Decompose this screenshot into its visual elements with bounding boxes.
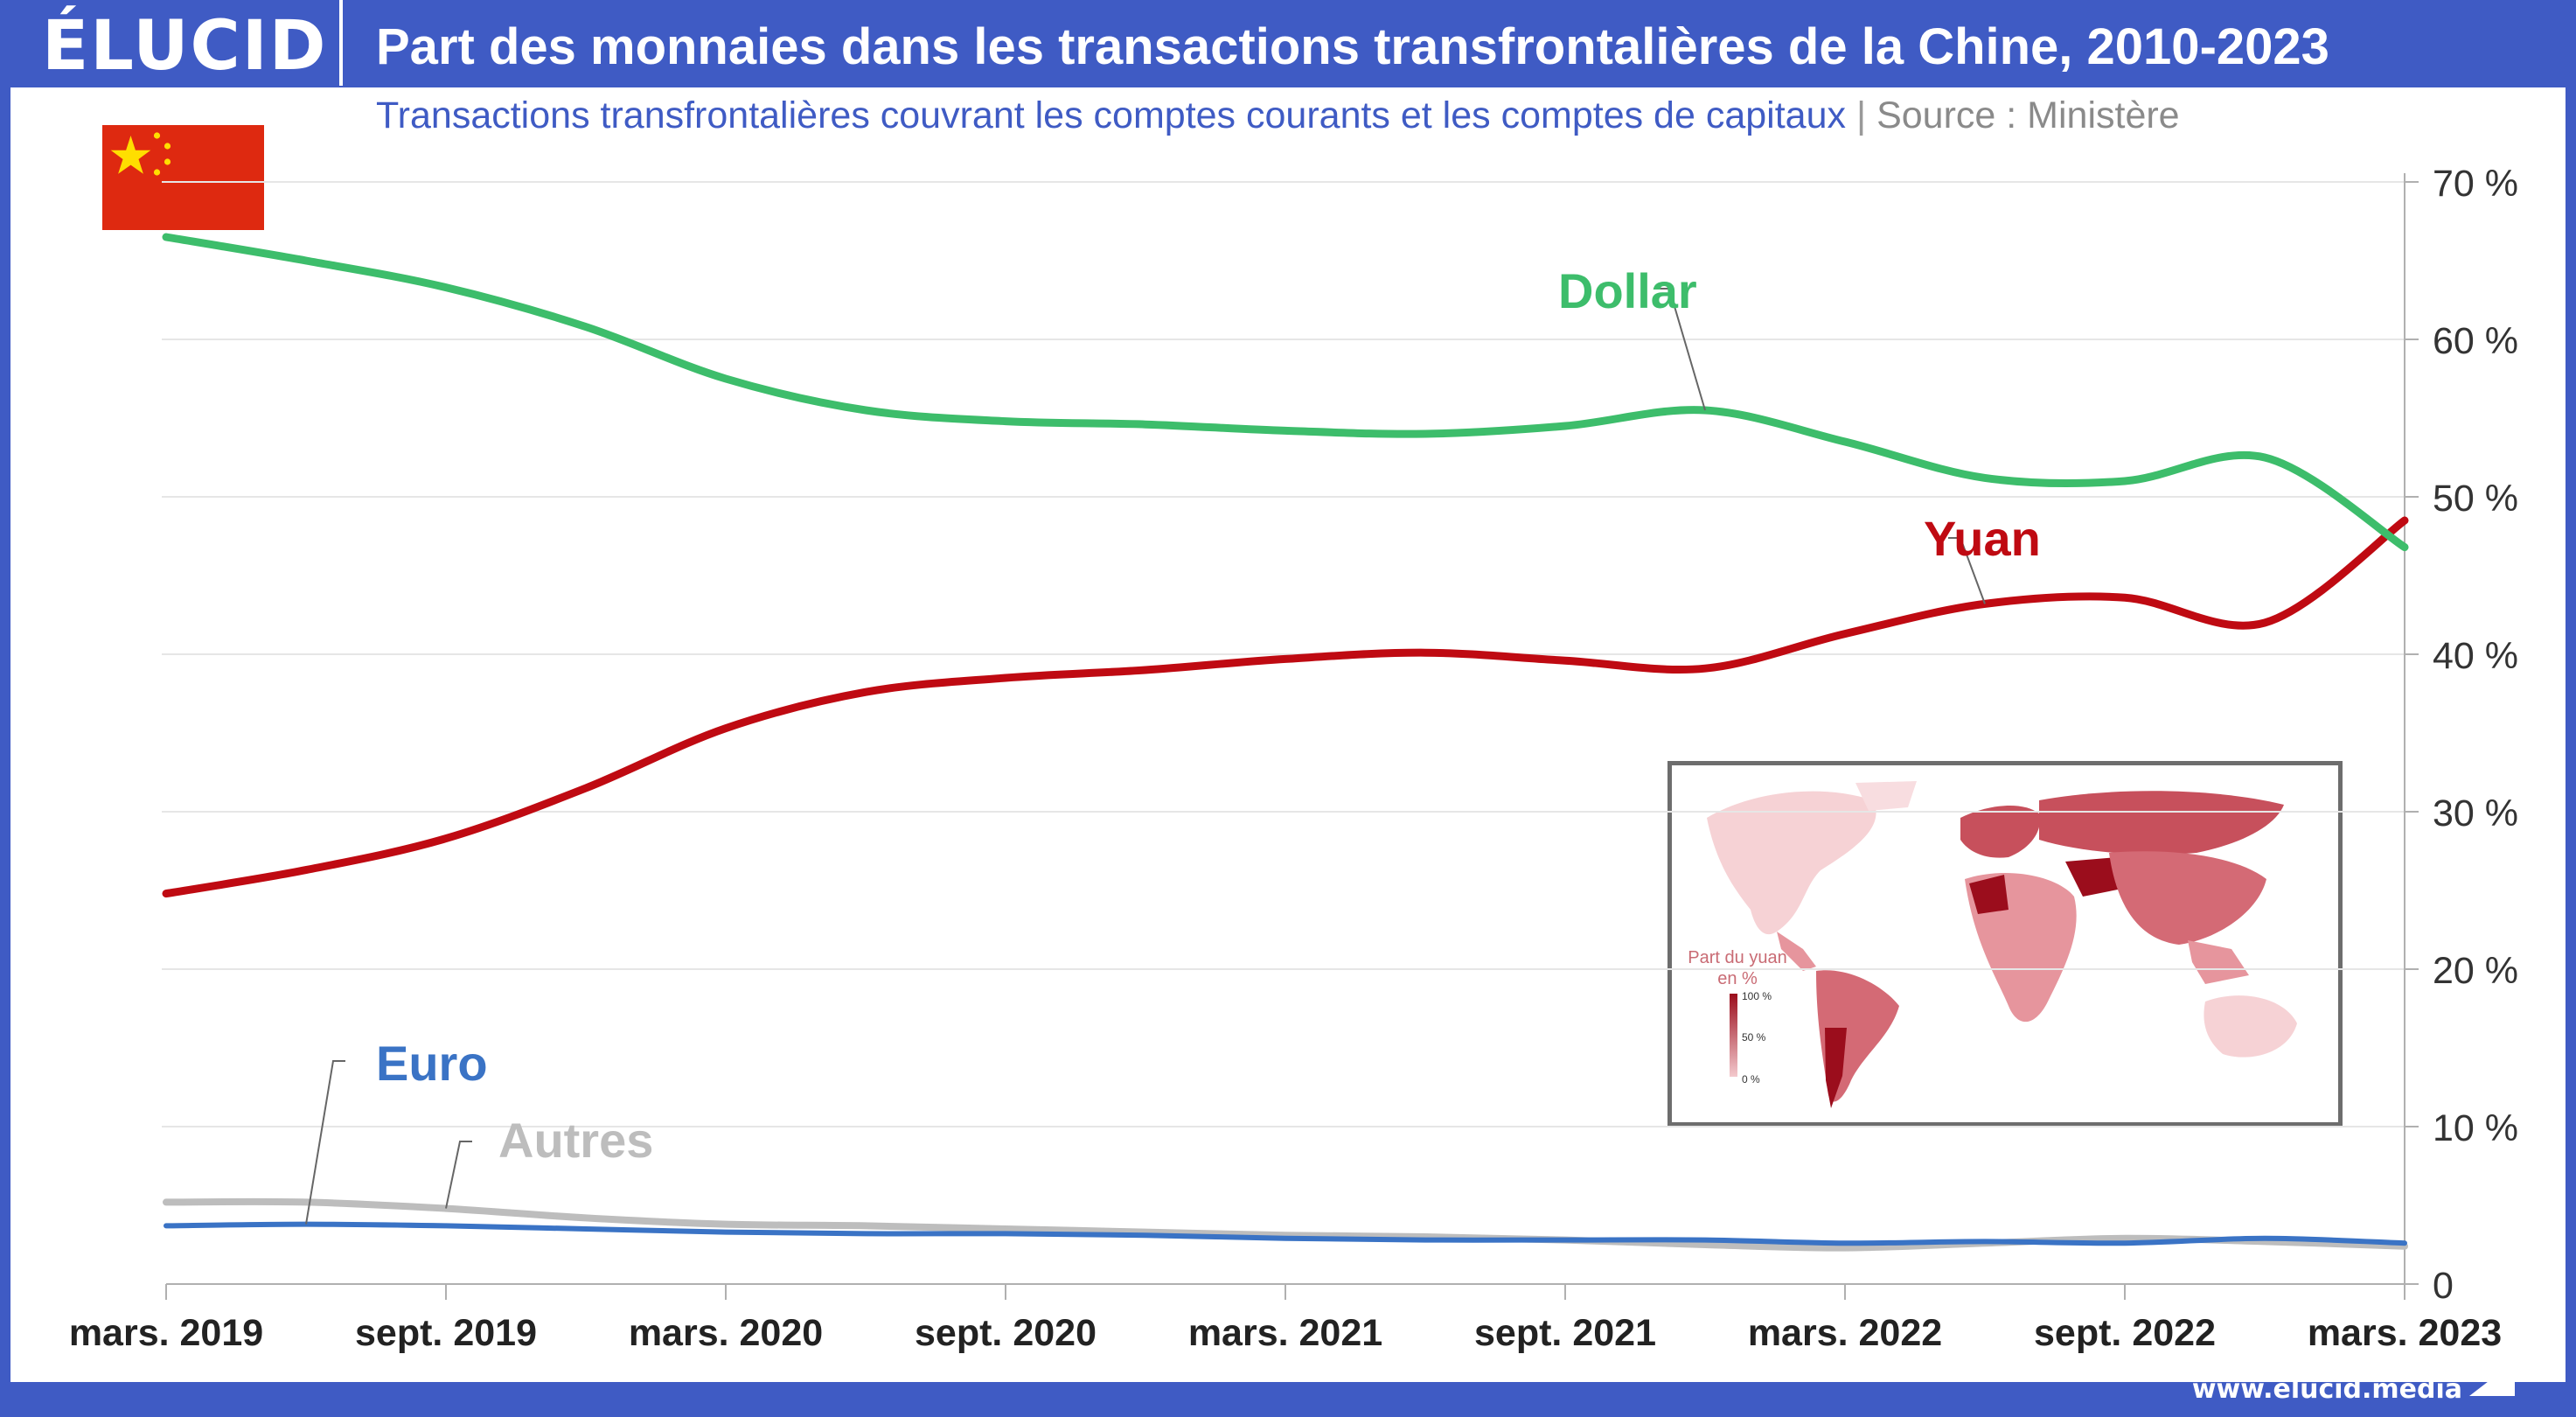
x-tick-label: mars. 2021 xyxy=(1188,1312,1382,1354)
x-tick-label: sept. 2020 xyxy=(915,1312,1097,1354)
x-tick-label: sept. 2022 xyxy=(2034,1312,2216,1354)
series-label-autres: Autres xyxy=(498,1113,653,1168)
world-map-icon xyxy=(1707,781,2297,1108)
source-separator: | xyxy=(1855,94,1867,136)
x-tick-label: mars. 2019 xyxy=(69,1312,263,1354)
website-url: www.elucid.media xyxy=(2191,1374,2462,1405)
world-map-inset xyxy=(1667,761,2343,1127)
x-tick-label: sept. 2019 xyxy=(355,1312,537,1354)
flag-small-star xyxy=(153,169,161,176)
map-argentina xyxy=(1825,1028,1847,1108)
y-tick-label: 20 % xyxy=(2433,950,2518,992)
x-tick-label: mars. 2023 xyxy=(2308,1312,2502,1354)
map-north-africa xyxy=(1969,875,2009,914)
flag-small-star xyxy=(153,132,161,139)
source-text: Source : Ministère xyxy=(1876,94,2180,136)
flag-small-star xyxy=(164,143,171,150)
elucid-logo: ÉLUCID xyxy=(42,7,328,86)
chart-title: Part des monnaies dans les transactions … xyxy=(376,18,2329,75)
x-tick-label: mars. 2020 xyxy=(629,1312,823,1354)
china-flag-icon xyxy=(102,125,264,230)
map-russia xyxy=(2039,791,2284,855)
logo-divider xyxy=(339,0,343,86)
y-tick-label: 0 xyxy=(2433,1265,2454,1307)
series-line-yuan xyxy=(162,516,2409,898)
y-tick-label: 30 % xyxy=(2433,792,2518,834)
x-tick-label: sept. 2021 xyxy=(1474,1312,1656,1354)
series-label-dollar: Dollar xyxy=(1558,263,1697,318)
map-north-america xyxy=(1707,791,1876,935)
y-tick-label: 70 % xyxy=(2433,163,2518,205)
flag-big-star xyxy=(110,136,151,174)
map-legend-gradient xyxy=(1730,994,1737,1077)
flag-small-star xyxy=(164,158,171,165)
series-line-dollar xyxy=(162,233,2409,552)
map-southeast-asia xyxy=(2188,940,2249,984)
series-label-euro: Euro xyxy=(376,1036,488,1091)
map-legend-title: Part du yuan en % xyxy=(1688,948,1787,988)
map-legend-tick-0: 0 % xyxy=(1742,1073,1760,1085)
chart-panel xyxy=(10,87,2566,1382)
map-legend-tick-100: 100 % xyxy=(1742,990,1772,1002)
header-bar xyxy=(0,0,2576,87)
leader-line-yuan xyxy=(1948,537,1986,604)
footer-bar xyxy=(0,1382,2576,1417)
map-asia xyxy=(2109,851,2266,945)
map-central-america xyxy=(1777,932,1816,971)
map-middle-east xyxy=(2065,857,2127,897)
leader-line-autres xyxy=(445,1141,472,1209)
subtitle-text: Transactions transfrontalières couvrant … xyxy=(376,94,1846,136)
x-tick-label: mars. 2022 xyxy=(1748,1312,1942,1354)
leader-line-euro xyxy=(305,1060,345,1225)
map-legend-tick-50: 50 % xyxy=(1742,1031,1766,1044)
y-tick-label: 40 % xyxy=(2433,635,2518,677)
china-flag-stars xyxy=(110,132,171,176)
map-greenland xyxy=(1855,781,1917,811)
y-tick-label: 10 % xyxy=(2433,1107,2518,1149)
y-tick-label: 60 % xyxy=(2433,320,2518,362)
series-label-yuan: Yuan xyxy=(1924,511,2041,566)
leader-line-dollar xyxy=(1657,288,1706,411)
series-line-euro xyxy=(164,1221,2407,1246)
y-tick-label: 50 % xyxy=(2433,478,2518,520)
chart-subtitle: Transactions transfrontalières couvrant … xyxy=(376,94,2180,137)
elucid-mark-icon xyxy=(2469,1361,2515,1396)
map-europe xyxy=(1960,805,2040,858)
map-australia xyxy=(2204,995,2297,1058)
